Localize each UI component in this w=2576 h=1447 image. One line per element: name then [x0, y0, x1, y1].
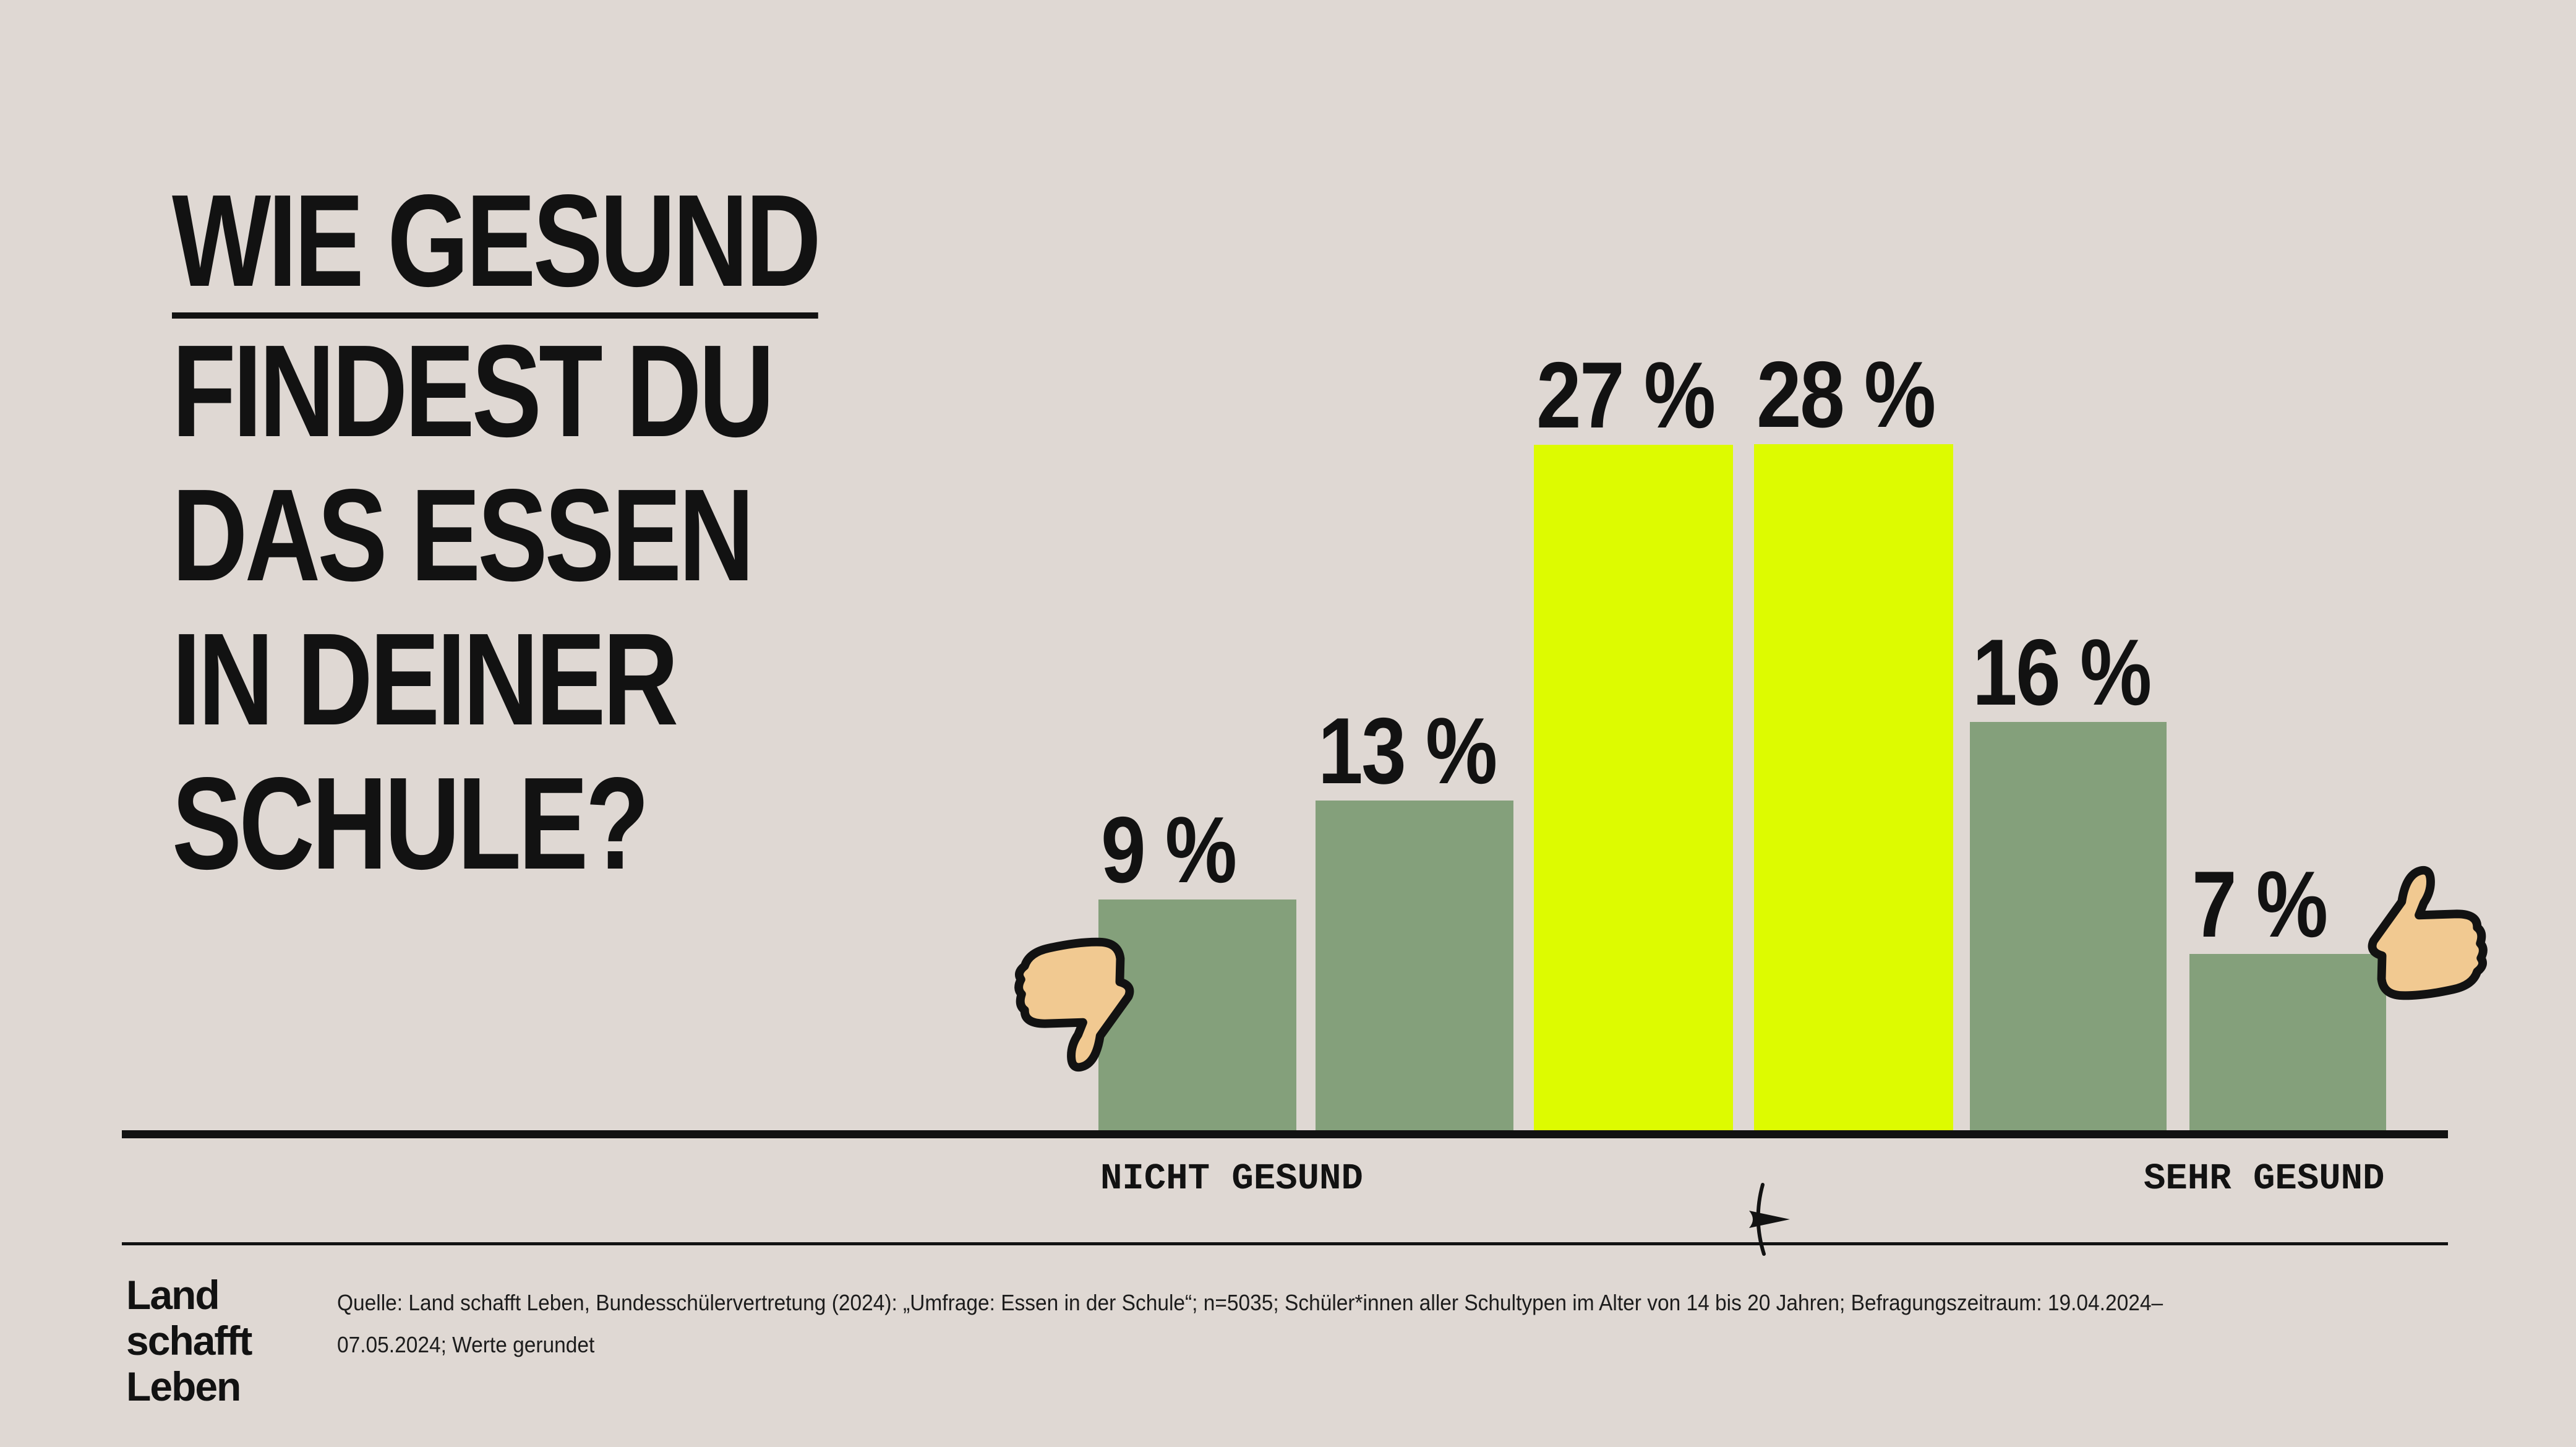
bar-value-label-4: 28 %	[1757, 342, 1936, 447]
logo-line-1: Land	[126, 1272, 220, 1318]
thumbs-up-icon	[2368, 865, 2488, 1000]
bar-value-label-1: 9 %	[1101, 797, 1237, 903]
thumbs-down-icon	[1014, 937, 1134, 1072]
title-line-1: WIE GESUND	[172, 168, 821, 319]
x-axis-label-left: NICHT GESUND	[1100, 1158, 1363, 1200]
land-schafft-leben-logo: Land schafft Leben	[126, 1272, 252, 1409]
bar-value-label-3: 27 %	[1536, 343, 1716, 448]
bar-rect-4	[1754, 444, 1953, 1130]
bar-value-label-2: 13 %	[1318, 698, 1497, 804]
title-line-2: FINDEST DU	[172, 317, 774, 464]
right-arrow-icon	[1749, 1183, 1790, 1256]
title-line-1-text: WIE GESUND	[172, 168, 821, 319]
bar-rect-5	[1970, 722, 2167, 1130]
bar-rect-6	[2189, 954, 2386, 1130]
logo-line-3: Leben	[126, 1363, 241, 1409]
footer-divider	[122, 1242, 2448, 1245]
x-axis-label-right: SEHR GESUND	[2144, 1158, 2385, 1200]
x-axis-line	[122, 1130, 2448, 1138]
source-note: Quelle: Land schafft Leben, Bundesschüle…	[337, 1282, 2163, 1366]
page-title: WIE GESUND FINDEST DU DAS ESSEN IN DEINE…	[172, 168, 980, 895]
bar-rect-2	[1316, 801, 1513, 1130]
source-line-1: Quelle: Land schafft Leben, Bundesschüle…	[337, 1290, 2163, 1315]
title-line-3: DAS ESSEN	[172, 462, 755, 608]
bar-value-label-6: 7 %	[2192, 852, 2328, 957]
bar-rect-1	[1098, 900, 1296, 1130]
logo-line-2: schafft	[126, 1318, 252, 1363]
bar-rect-3	[1534, 445, 1733, 1130]
source-line-2: 07.05.2024; Werte gerundet	[337, 1332, 595, 1357]
bar-value-label-5: 16 %	[1972, 620, 2152, 725]
title-line-4: IN DEINER	[172, 606, 678, 752]
title-line-5: SCHULE?	[172, 750, 649, 896]
